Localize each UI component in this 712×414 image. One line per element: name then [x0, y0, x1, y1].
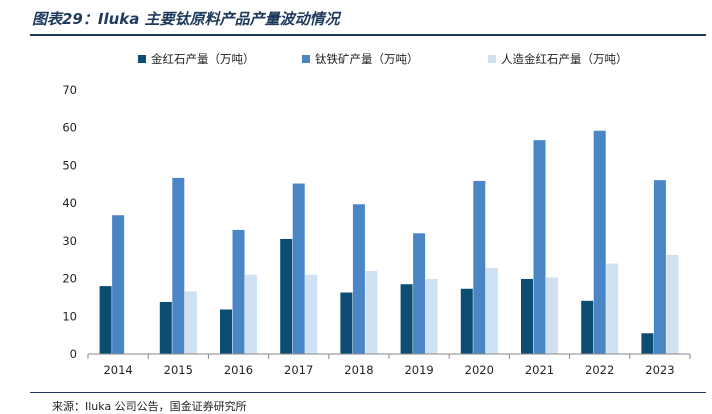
y-tick-label: 40: [62, 196, 77, 210]
bar-2017-s2: [292, 183, 305, 354]
legend-item-2: 钛铁矿产量（万吨）: [302, 52, 419, 66]
y-tick-label: 50: [62, 158, 77, 172]
bar-2022-s1: [581, 300, 594, 354]
x-tick-label: 2017: [284, 363, 313, 377]
y-tick-label: 30: [62, 234, 77, 248]
legend-item-3-label: 人造金红石产量（万吨）: [501, 52, 628, 66]
legend-item-3-swatch: [488, 55, 496, 63]
y-tick-label: 10: [62, 309, 77, 323]
bars: [99, 130, 679, 354]
bar-2018-s1: [340, 292, 353, 354]
x-tick-label: 2015: [164, 363, 193, 377]
y-tick-label: 20: [62, 272, 77, 286]
legend-item-2-label: 钛铁矿产量（万吨）: [315, 52, 419, 66]
bar-2023-s1: [641, 333, 654, 354]
x-tick-label: 2023: [645, 363, 674, 377]
x-tick-label: 2018: [344, 363, 373, 377]
bar-chart: 金红石产量（万吨） 钛铁矿产量（万吨） 人造金红石产量（万吨） 0 10 20 30 40 5…: [62, 52, 691, 377]
bar-2016-s3: [245, 274, 257, 354]
bar-2019-s2: [413, 233, 426, 354]
bar-2023-s3: [666, 254, 679, 354]
bar-2019-s1: [400, 284, 413, 354]
legend-item-1: 金红石产量（万吨）: [138, 52, 255, 66]
bar-2023-s2: [653, 180, 666, 354]
bar-2015-s1: [159, 301, 172, 354]
bar-2020-s2: [473, 180, 486, 354]
figure-title: 图表29：Iluka 主要钛原料产品产量波动情况: [32, 10, 340, 28]
bar-2020-s3: [485, 268, 498, 354]
x-tick-label: 2022: [585, 363, 614, 377]
legend: 金红石产量（万吨） 钛铁矿产量（万吨） 人造金红石产量（万吨）: [138, 52, 628, 66]
bar-2015-s2: [172, 177, 185, 354]
bar-2021-s1: [521, 278, 533, 354]
x-tick-label: 2014: [103, 363, 132, 377]
x-tick-label: 2020: [465, 363, 494, 377]
bar-2016-s2: [232, 229, 245, 354]
legend-item-1-label: 金红石产量（万吨）: [151, 52, 255, 66]
x-tick-label: 2016: [224, 363, 253, 377]
legend-item-3: 人造金红石产量（万吨）: [488, 52, 628, 66]
bar-2017-s1: [280, 238, 293, 354]
source-note: 来源：Iluka 公司公告，国金证券研究所: [52, 400, 247, 413]
bar-2022-s3: [606, 263, 619, 354]
bar-2014-s1: [99, 286, 112, 354]
bar-2014-s2: [112, 215, 125, 354]
bar-2017-s3: [305, 274, 318, 354]
y-tick-label: 60: [62, 121, 77, 135]
bar-2020-s1: [460, 288, 473, 354]
legend-item-1-swatch: [138, 55, 146, 63]
x-axis: 2014 2015 2016 2017 2018 2019 2020 2021 2022 2023: [87, 353, 691, 377]
bar-2016-s1: [220, 309, 232, 354]
y-axis: 0 10 20 30 40 50 60 70: [62, 83, 77, 361]
title-rule: [30, 34, 706, 36]
y-tick-label: 0: [70, 347, 77, 361]
legend-item-2-swatch: [302, 55, 310, 63]
y-tick-label: 70: [62, 83, 77, 97]
bar-2015-s3: [184, 291, 197, 354]
bar-2021-s2: [533, 140, 546, 354]
footer-rule: [30, 392, 706, 393]
x-tick-label: 2019: [404, 363, 433, 377]
x-tick-label: 2021: [525, 363, 554, 377]
bar-2021-s3: [546, 277, 558, 354]
bar-2022-s2: [593, 130, 606, 354]
bar-2018-s2: [352, 204, 365, 354]
bar-2018-s3: [365, 271, 378, 354]
bar-2019-s3: [425, 278, 438, 354]
